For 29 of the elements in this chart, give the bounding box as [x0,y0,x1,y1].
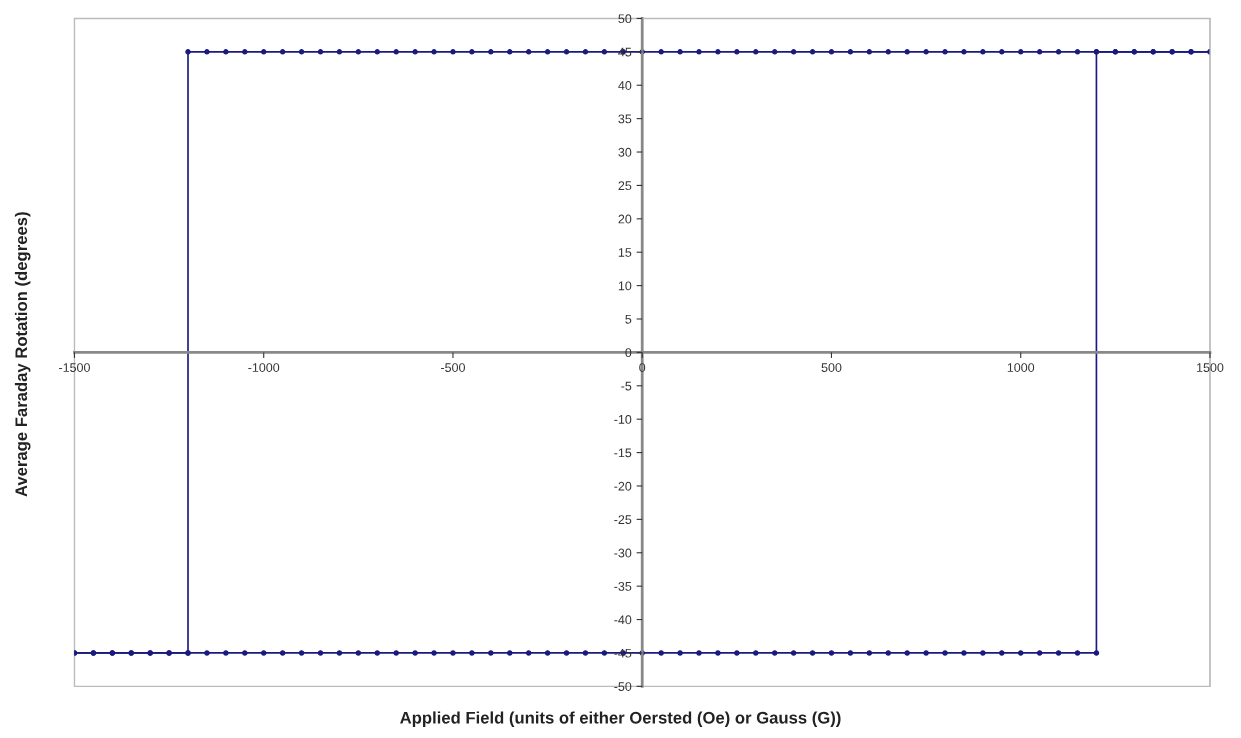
y-tick-label: 5 [625,314,632,324]
x-tick-label: -1000 [248,363,280,372]
y-tick-label: 30 [618,147,632,157]
x-tick-label: 1000 [1007,363,1035,372]
y-tick-label: 20 [618,214,632,224]
x-axis-title: Applied Field (units of either Oersted (Oe) or Gauss (G)) [400,711,841,727]
x-tick-label: -1500 [59,363,90,372]
x-tick-label: 0 [639,363,646,372]
y-tick-label: 15 [618,248,632,257]
x-tick-label: 1500 [1197,363,1224,372]
y-tick-label: 0 [625,348,632,358]
y-tick-label: -50 [614,682,632,691]
y-tick-label: -15 [614,448,632,458]
y-tick-label: 35 [618,114,632,124]
x-tick-label: -500 [441,363,465,372]
y-tick-label: -20 [614,481,632,491]
x-tick-label: 500 [821,363,842,372]
y-tick-label: -40 [614,615,632,625]
y-tick-label: -30 [614,548,632,558]
y-tick-label: 10 [618,281,632,291]
y-tick-label: 50 [618,14,632,24]
y-tick-label: -5 [621,381,632,391]
y-tick-label: 40 [618,81,632,90]
y-tick-label: -25 [614,515,632,525]
y-tick-label: -45 [614,648,632,658]
y-axis-title: Average Faraday Rotation (degrees) [14,212,31,497]
y-tick-label: 25 [618,181,632,191]
y-tick-label: -35 [614,581,632,591]
y-tick-label: -10 [614,414,632,424]
